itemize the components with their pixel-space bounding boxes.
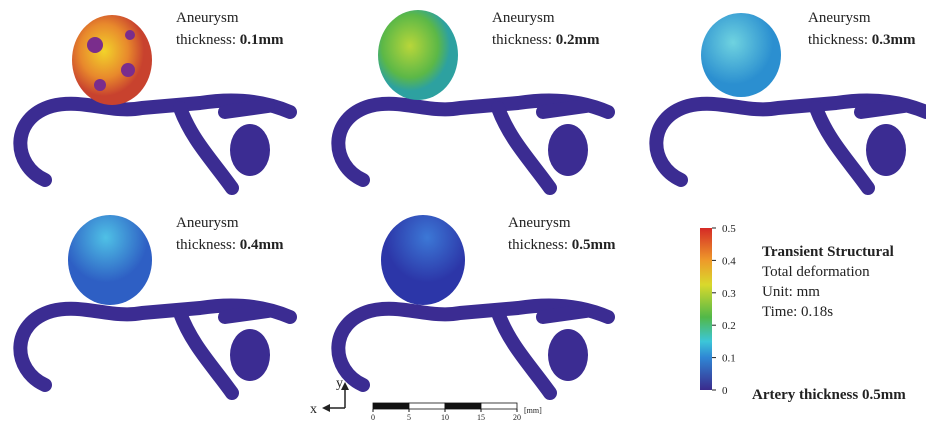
colorbar-tick-label: 0.2 bbox=[722, 320, 736, 332]
figure: Aneurysm thickness: 0.1mm Aneurysm thick… bbox=[0, 0, 926, 421]
colorbar-tick-label: 0.5 bbox=[722, 223, 736, 235]
aneurysm bbox=[68, 215, 152, 305]
artery bbox=[656, 100, 926, 188]
label-prefix: thickness: bbox=[176, 237, 236, 253]
legend-line: Time: 0.18s bbox=[762, 304, 833, 320]
label-value: 0.3mm bbox=[872, 32, 916, 48]
axis-label: x bbox=[310, 402, 317, 417]
aneurysm bbox=[381, 215, 465, 305]
label: Aneurysm bbox=[508, 215, 571, 231]
colorbar-tick-label: 0.1 bbox=[722, 353, 736, 365]
label-prefix: thickness: bbox=[808, 32, 868, 48]
scale-segment bbox=[373, 403, 409, 409]
label-prefix: thickness: bbox=[492, 32, 552, 48]
colorbar bbox=[700, 228, 712, 390]
colorbar-tick-label: 0.3 bbox=[722, 288, 736, 300]
scale-tick-label: 20 bbox=[513, 413, 521, 421]
panel: Aneurysm thickness: 0.3mm bbox=[656, 10, 926, 188]
panel: Aneurysm thickness: 0.5mm bbox=[338, 215, 616, 393]
label-value: 0.4mm bbox=[240, 237, 284, 253]
label: thickness: 0.4mm bbox=[176, 237, 284, 253]
aneurysm bbox=[701, 13, 781, 97]
label: Aneurysm bbox=[176, 10, 239, 26]
legend-line: Unit: mm bbox=[762, 284, 820, 300]
panel: Aneurysm thickness: 0.4mm bbox=[20, 215, 290, 393]
colorbar-tick-label: 0.4 bbox=[722, 255, 736, 267]
label-prefix: thickness: bbox=[508, 237, 568, 253]
label: Aneurysm bbox=[492, 10, 555, 26]
label-value: 0.2mm bbox=[556, 32, 600, 48]
label-value: 0.5mm bbox=[572, 237, 616, 253]
axis-label: y bbox=[336, 376, 343, 391]
scale-segment bbox=[409, 403, 445, 409]
legend-footer: Artery thickness 0.5mm bbox=[752, 387, 906, 403]
aneurysm bbox=[378, 10, 458, 100]
scale-tick-label: 10 bbox=[441, 413, 449, 421]
artery bbox=[20, 100, 290, 188]
scale-tick-label: 0 bbox=[371, 413, 375, 421]
label-prefix: thickness: bbox=[176, 32, 236, 48]
colorbar-tick-label: 0 bbox=[722, 385, 728, 397]
panel: Aneurysm thickness: 0.2mm bbox=[338, 10, 608, 188]
panel: Aneurysm thickness: 0.1mm bbox=[20, 10, 290, 188]
artery bbox=[20, 305, 290, 393]
label: thickness: 0.1mm bbox=[176, 32, 284, 48]
artery bbox=[338, 100, 608, 188]
scale-segment bbox=[445, 403, 481, 409]
label: thickness: 0.5mm bbox=[508, 237, 616, 253]
scale-bar: [mm] 0 5 10 15 20 bbox=[371, 403, 542, 421]
label-value: 0.1mm bbox=[240, 32, 284, 48]
artery bbox=[338, 305, 608, 393]
colorbar-ticks: 0 0.1 0.2 0.3 0.4 0.5 bbox=[712, 223, 736, 397]
legend-title: Transient Structural bbox=[762, 244, 894, 260]
scale-tick-label: 5 bbox=[407, 413, 411, 421]
scale-segment bbox=[481, 403, 517, 409]
legend-line: Total deformation bbox=[762, 264, 870, 280]
aneurysm bbox=[72, 15, 152, 105]
label: thickness: 0.2mm bbox=[492, 32, 600, 48]
scale-unit: [mm] bbox=[524, 406, 542, 415]
axes-icon: y x bbox=[310, 376, 349, 417]
label: Aneurysm bbox=[808, 10, 871, 26]
label: Aneurysm bbox=[176, 215, 239, 231]
label: thickness: 0.3mm bbox=[808, 32, 916, 48]
scale-tick-label: 15 bbox=[477, 413, 485, 421]
